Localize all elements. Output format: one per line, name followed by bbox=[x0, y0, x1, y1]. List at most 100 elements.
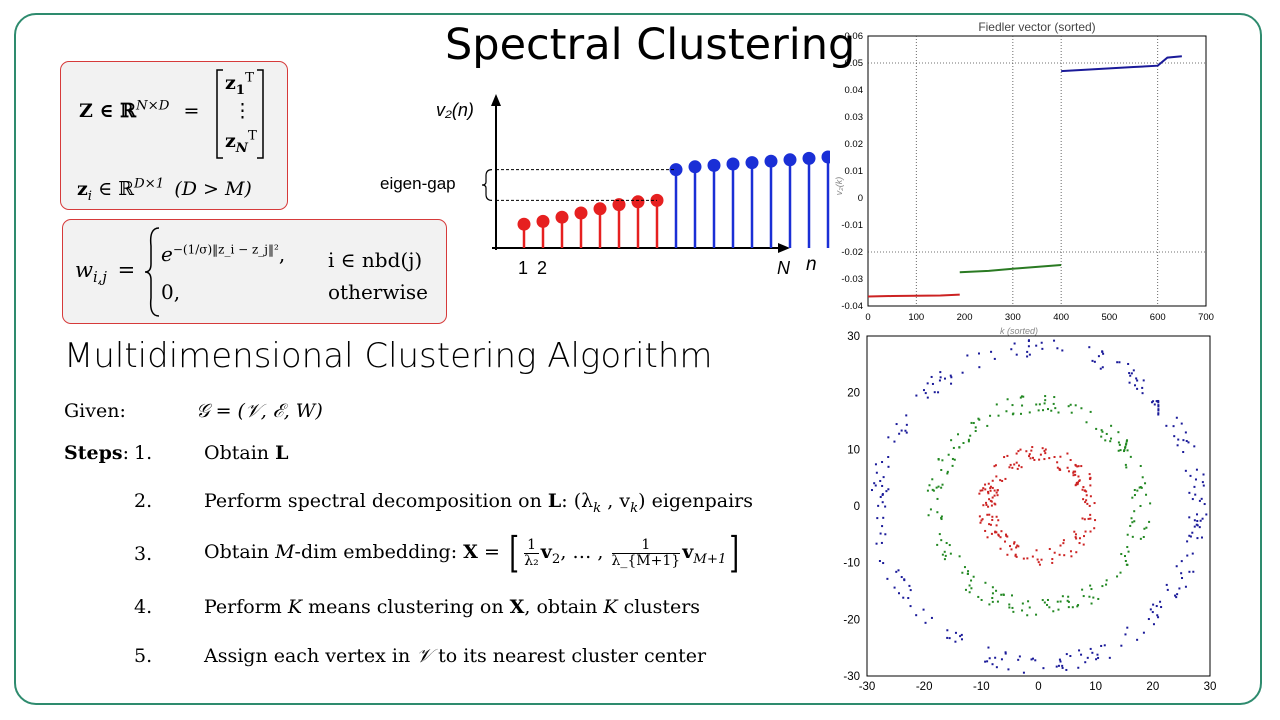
scatter-point bbox=[1038, 563, 1041, 566]
scatter-point bbox=[937, 485, 940, 488]
scatter-point bbox=[951, 457, 954, 460]
scatter-point bbox=[1133, 510, 1136, 513]
scatter-point bbox=[987, 492, 990, 495]
scatter-point bbox=[877, 504, 880, 507]
scatter-point bbox=[931, 488, 934, 491]
scatter-point bbox=[1036, 558, 1039, 561]
fiedler-y-tick: 0.04 bbox=[845, 85, 864, 96]
scatter-point bbox=[996, 600, 999, 603]
scatter-point bbox=[1189, 535, 1192, 538]
scatter-point bbox=[1136, 489, 1139, 492]
scatter-point bbox=[879, 479, 882, 482]
scatter-point bbox=[940, 468, 943, 471]
scatter-point bbox=[991, 479, 994, 482]
scatter-point bbox=[1080, 465, 1083, 468]
scatter-point bbox=[873, 482, 876, 485]
scatter-point bbox=[1041, 347, 1044, 350]
scatter-point bbox=[884, 533, 887, 536]
given-label: Given: bbox=[64, 400, 126, 422]
scatter-point bbox=[1090, 588, 1093, 591]
scatter-point bbox=[1020, 466, 1023, 469]
scatter-point bbox=[1013, 463, 1016, 466]
scatter-point bbox=[1110, 437, 1113, 440]
scatter-point bbox=[915, 614, 918, 617]
scatter-point bbox=[1074, 533, 1077, 536]
fiedler-title: Fiedler vector (sorted) bbox=[978, 20, 1095, 34]
scatter-point bbox=[876, 517, 879, 520]
scatter-point bbox=[1194, 493, 1197, 496]
scatter-point bbox=[1056, 461, 1059, 464]
scatter-point bbox=[993, 494, 996, 497]
scatter-point bbox=[985, 503, 988, 506]
scatter-point bbox=[930, 375, 933, 378]
scatter-point bbox=[937, 458, 940, 461]
scatter-point bbox=[1131, 535, 1134, 538]
matrix-vdots: ⋮ bbox=[233, 100, 252, 122]
scatter-point bbox=[950, 376, 953, 379]
scatter-point bbox=[1187, 441, 1190, 444]
scatter-point bbox=[1195, 468, 1198, 471]
stem-marker bbox=[821, 150, 830, 164]
scatter-point bbox=[940, 539, 943, 542]
scatter-point bbox=[960, 633, 963, 636]
scatter-point bbox=[1151, 611, 1154, 614]
fiedler-x-tick: 0 bbox=[865, 312, 870, 323]
scatter-point bbox=[1091, 359, 1094, 362]
scatter-x-tick: -10 bbox=[973, 681, 990, 693]
scatter-point bbox=[1139, 464, 1142, 467]
scatter-point bbox=[1081, 517, 1084, 520]
scatter-point bbox=[1155, 605, 1158, 608]
scatter-point bbox=[1086, 502, 1089, 505]
scatter-point bbox=[1006, 535, 1009, 538]
scatter-point bbox=[997, 534, 1000, 537]
scatter-point bbox=[1184, 431, 1187, 434]
scatter-point bbox=[909, 605, 912, 608]
scatter-point bbox=[1022, 395, 1025, 398]
scatter-point bbox=[948, 637, 951, 640]
scatter-point bbox=[1135, 377, 1138, 380]
scatter-point bbox=[1051, 561, 1054, 564]
scatter-point bbox=[1032, 657, 1035, 660]
scatter-point bbox=[900, 576, 903, 579]
scatter-point bbox=[931, 478, 934, 481]
scatter-point bbox=[1123, 450, 1126, 453]
scatter-point bbox=[909, 589, 912, 592]
scatter-point bbox=[1078, 542, 1081, 545]
scatter-point bbox=[1063, 554, 1066, 557]
scatter-point bbox=[995, 475, 998, 478]
scatter-point bbox=[1072, 470, 1075, 473]
scatter-point bbox=[1035, 613, 1038, 616]
scatter-point bbox=[915, 394, 918, 397]
scatter-point bbox=[1052, 610, 1055, 613]
scatter-point bbox=[1028, 606, 1031, 609]
scatter-point bbox=[1010, 548, 1013, 551]
scatter-point bbox=[1053, 339, 1056, 342]
scatter-point bbox=[1069, 550, 1072, 553]
scatter-point bbox=[1046, 598, 1049, 601]
scatter-point bbox=[1043, 458, 1046, 461]
step-4-text: Perform K means clustering on X, obtain … bbox=[204, 596, 701, 618]
scatter-point bbox=[1116, 575, 1119, 578]
scatter-point bbox=[1160, 606, 1163, 609]
scatter-point bbox=[1180, 560, 1183, 563]
scatter-point bbox=[1126, 626, 1129, 629]
scatter-y-tick: -30 bbox=[843, 671, 860, 683]
scatter-point bbox=[1188, 516, 1191, 519]
fiedler-y-tick: -0.04 bbox=[841, 301, 863, 312]
scatter-point bbox=[1105, 579, 1108, 582]
scatter-point bbox=[968, 584, 971, 587]
scatter-point bbox=[978, 418, 981, 421]
scatter-point bbox=[1101, 350, 1104, 353]
stem-tick-1: 1 bbox=[518, 258, 528, 278]
scatter-point bbox=[1077, 465, 1080, 468]
scatter-point bbox=[947, 453, 950, 456]
scatter-point bbox=[1048, 606, 1051, 609]
scatter-point bbox=[1144, 482, 1147, 485]
scatter-point bbox=[1050, 409, 1053, 412]
scatter-point bbox=[1076, 483, 1079, 486]
scatter-point bbox=[1203, 503, 1206, 506]
scatter-point bbox=[1015, 546, 1018, 549]
scatter-point bbox=[1125, 440, 1128, 443]
scatter-point bbox=[1157, 616, 1160, 619]
scatter-point bbox=[1110, 424, 1113, 427]
